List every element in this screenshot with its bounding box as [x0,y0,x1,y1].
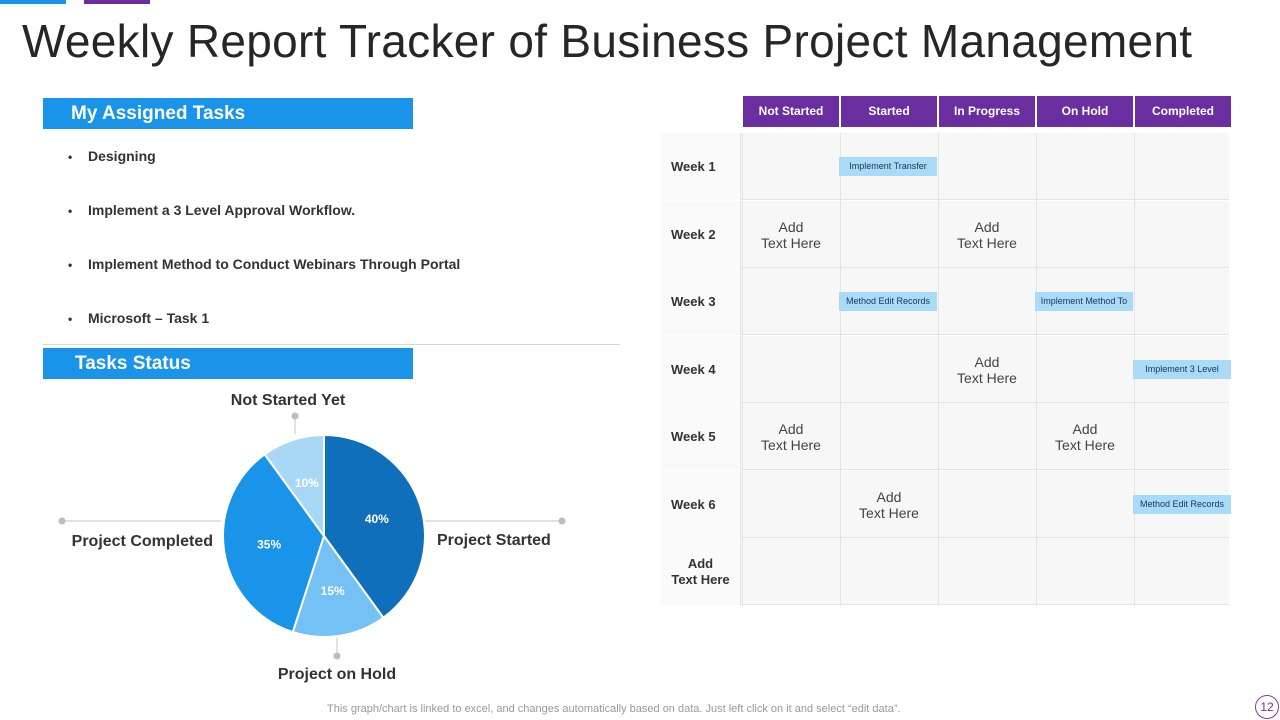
assigned-tasks-header: My Assigned Tasks [43,98,413,129]
column-header: Started [841,96,937,127]
pie-value-label: 10% [295,476,319,490]
pie-value-label: 35% [257,538,281,552]
table-row [661,538,1229,605]
task-label: Microsoft – Task 1 [88,310,210,326]
accent-bar-purple [84,0,150,4]
task-tag[interactable]: Method Edit Records [1133,494,1231,514]
cell-text[interactable]: Add Text Here [1055,421,1115,453]
pie-value-label: 15% [321,584,345,598]
task-status-pie-chart[interactable]: 40% Project Started 15% Project on Hold 35% P… [40,380,580,690]
pie-category-label: Project on Hold [278,666,396,683]
bullet-icon: • [68,150,73,164]
accent-bar-blue [0,0,66,4]
row-label: Week 3 [661,268,741,335]
cell-text[interactable]: Add Text Here [859,488,919,521]
task-label: Implement Method to Conduct Webinars Thr… [88,256,461,272]
task-tag[interactable]: Implement Transfer [839,157,937,176]
task-tag[interactable]: Implement Method To [1035,292,1133,311]
leader-dot [333,652,341,660]
row-label: Week 2 [661,200,741,268]
bullet-icon: • [68,204,73,218]
column-divider [742,133,743,606]
leader-dot [558,517,566,525]
row-label: Add Text Here [661,538,741,605]
column-divider [1036,133,1037,606]
leader-dot [291,412,299,420]
task-label: Designing [88,148,156,164]
cell-text[interactable]: Add Text Here [957,353,1017,386]
tasks-status-header: Tasks Status [43,348,413,379]
bullet-icon: • [68,312,73,326]
page-title: Weekly Report Tracker of Business Projec… [22,15,1193,67]
pie-category-label: Not Started Yet [231,392,346,409]
cell-text[interactable]: Add Text Here [761,421,821,453]
column-header: In Progress [939,96,1035,127]
section-divider [43,344,620,345]
cell-text[interactable]: Add Text Here [957,218,1017,251]
pie-slice[interactable] [291,533,385,638]
column-divider [840,133,841,606]
pie-category-label: Project Completed [72,533,213,550]
column-divider [938,133,939,606]
pie-category-label: Project Started [437,532,551,549]
list-item: • Microsoft – Task 1 [68,310,209,326]
row-label: Week 1 [661,133,741,200]
task-tag[interactable]: Implement 3 Level [1133,359,1231,379]
column-header: On Hold [1037,96,1133,127]
pie-slice[interactable] [263,433,325,540]
bullet-icon: • [68,258,73,272]
row-label: Week 6 [661,470,741,538]
row-label: Week 4 [661,335,741,403]
cell-text[interactable]: Add Text Here [761,218,821,251]
list-item: • Designing [68,148,156,164]
table-row [661,133,1229,200]
column-header: Not Started [743,96,839,127]
column-header: Completed [1135,96,1231,127]
pie-value-label: 40% [365,512,389,526]
list-item: • Implement a 3 Level Approval Workflow. [68,202,355,218]
list-item: • Implement Method to Conduct Webinars Th… [68,256,460,272]
row-label: Week 5 [661,403,741,470]
footer-note: This graph/chart is linked to excel, and… [327,703,901,715]
task-label: Implement a 3 Level Approval Workflow. [88,202,356,218]
leader-dot [58,517,66,525]
pie-slice[interactable] [222,452,326,634]
pie-slice[interactable] [323,433,426,620]
table-row [661,268,1229,335]
task-tag[interactable]: Method Edit Records [839,292,937,311]
page-number: 12 [1255,695,1279,719]
